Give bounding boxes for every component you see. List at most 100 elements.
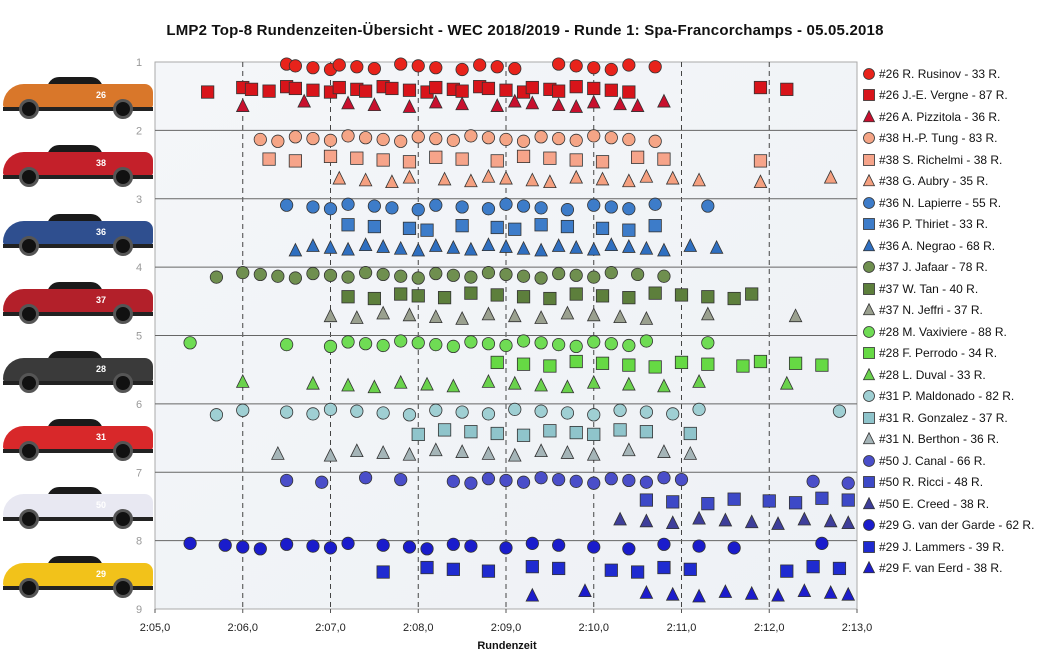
- data-point: [446, 268, 460, 282]
- data-point: [420, 223, 434, 237]
- data-point: [341, 270, 355, 284]
- car-number: 50: [96, 500, 107, 511]
- series-3: [235, 93, 671, 113]
- data-point: [622, 223, 636, 237]
- data-point: [376, 267, 390, 282]
- chart-legend: #26 R. Rusinov - 33 R. #26 J.-E. Vergne -…: [862, 63, 1050, 579]
- rear-wheel: [113, 99, 133, 119]
- data-point: [744, 585, 759, 600]
- data-point: [507, 93, 522, 108]
- data-point: [464, 286, 478, 300]
- data-point: [604, 83, 618, 97]
- data-point: [692, 539, 706, 553]
- data-point: [569, 354, 583, 369]
- data-point: [604, 237, 619, 252]
- data-point: [797, 511, 812, 526]
- data-point: [367, 199, 381, 213]
- data-point: [771, 587, 785, 602]
- data-point: [648, 60, 662, 74]
- legend-item: #26 A. Pizzitola - 36 R.: [862, 106, 1050, 128]
- legend-label: #50 E. Creed - 38 R.: [879, 496, 990, 511]
- data-point: [341, 197, 355, 211]
- data-point: [525, 172, 540, 187]
- series-24: [525, 583, 856, 603]
- rear-wheel: [113, 577, 133, 598]
- data-point: [587, 129, 601, 143]
- data-point: [516, 134, 531, 148]
- data-point: [648, 286, 662, 300]
- data-point: [552, 472, 566, 487]
- data-point: [657, 560, 671, 575]
- data-point: [490, 98, 505, 112]
- data-point: [429, 403, 443, 417]
- car-underbody: [3, 380, 153, 385]
- data-point: [551, 238, 566, 252]
- y-tick-label: 4: [136, 262, 142, 274]
- data-point: [727, 541, 741, 555]
- square-marker-icon: [863, 282, 875, 295]
- legend-label: #28 M. Vaxiviere - 88 R.: [879, 324, 1007, 339]
- car-number: 36: [96, 226, 107, 237]
- data-point: [736, 359, 750, 373]
- data-point: [455, 219, 469, 233]
- data-point: [481, 237, 496, 252]
- legend-label: #29 J. Lammers - 39 R.: [879, 539, 1005, 554]
- data-point: [481, 306, 496, 321]
- y-tick-label: 3: [136, 194, 142, 206]
- data-point: [683, 562, 697, 576]
- data-point: [569, 287, 583, 301]
- data-point: [288, 59, 302, 73]
- data-point: [586, 446, 601, 461]
- square-marker-icon: [863, 476, 875, 489]
- data-point: [587, 198, 601, 212]
- car-number: 38: [96, 158, 107, 169]
- data-point: [534, 404, 548, 418]
- data-point: [323, 308, 338, 323]
- legend-item: #50 E. Creed - 38 R.: [862, 493, 1050, 515]
- car-underbody: [3, 448, 153, 453]
- data-point: [481, 337, 496, 351]
- data-point: [464, 173, 478, 188]
- data-point: [358, 84, 373, 98]
- x-tick-label: 2:13,0: [842, 622, 873, 634]
- front-wheel: [19, 304, 39, 325]
- car-image: 37: [3, 282, 153, 326]
- data-point: [543, 424, 557, 438]
- circle-marker-icon: [863, 67, 875, 80]
- data-point: [385, 174, 399, 189]
- legend-label: #26 R. Rusinov - 33 R.: [879, 66, 1001, 81]
- chart-title: LMP2 Top-8 Rundenzeiten-Übersicht - WEC …: [166, 22, 884, 39]
- data-point: [446, 339, 460, 354]
- data-point: [631, 565, 645, 579]
- legend-item: #29 G. van der Garde - 62 R.: [862, 515, 1050, 537]
- data-point: [666, 495, 680, 509]
- triangle-marker-icon: [862, 303, 876, 316]
- legend-label: #37 W. Tan - 40 R.: [879, 281, 979, 296]
- data-point: [560, 379, 575, 394]
- data-point: [639, 168, 654, 183]
- series-18: [271, 442, 698, 462]
- circle-marker-icon: [863, 325, 875, 338]
- data-point: [753, 174, 768, 189]
- data-point: [455, 152, 469, 166]
- triangle-marker-icon: [862, 174, 876, 187]
- triangle-marker-icon: [862, 496, 876, 509]
- data-point: [613, 403, 627, 417]
- y-tick-label: 1: [136, 57, 142, 69]
- car-underbody: [3, 243, 153, 248]
- data-point: [744, 514, 759, 529]
- data-point: [815, 358, 829, 372]
- data-point: [516, 240, 531, 255]
- data-point: [323, 268, 338, 282]
- data-point: [657, 444, 671, 458]
- legend-label: #36 P. Thiriet - 33 R.: [879, 217, 988, 232]
- data-point: [499, 473, 513, 488]
- legend-item: #50 R. Ricci - 48 R.: [862, 472, 1050, 494]
- data-point: [341, 241, 355, 256]
- data-point: [376, 239, 390, 253]
- data-point: [639, 513, 654, 528]
- data-point: [639, 334, 654, 348]
- data-point: [288, 242, 303, 257]
- data-point: [780, 82, 794, 96]
- data-point: [516, 475, 531, 489]
